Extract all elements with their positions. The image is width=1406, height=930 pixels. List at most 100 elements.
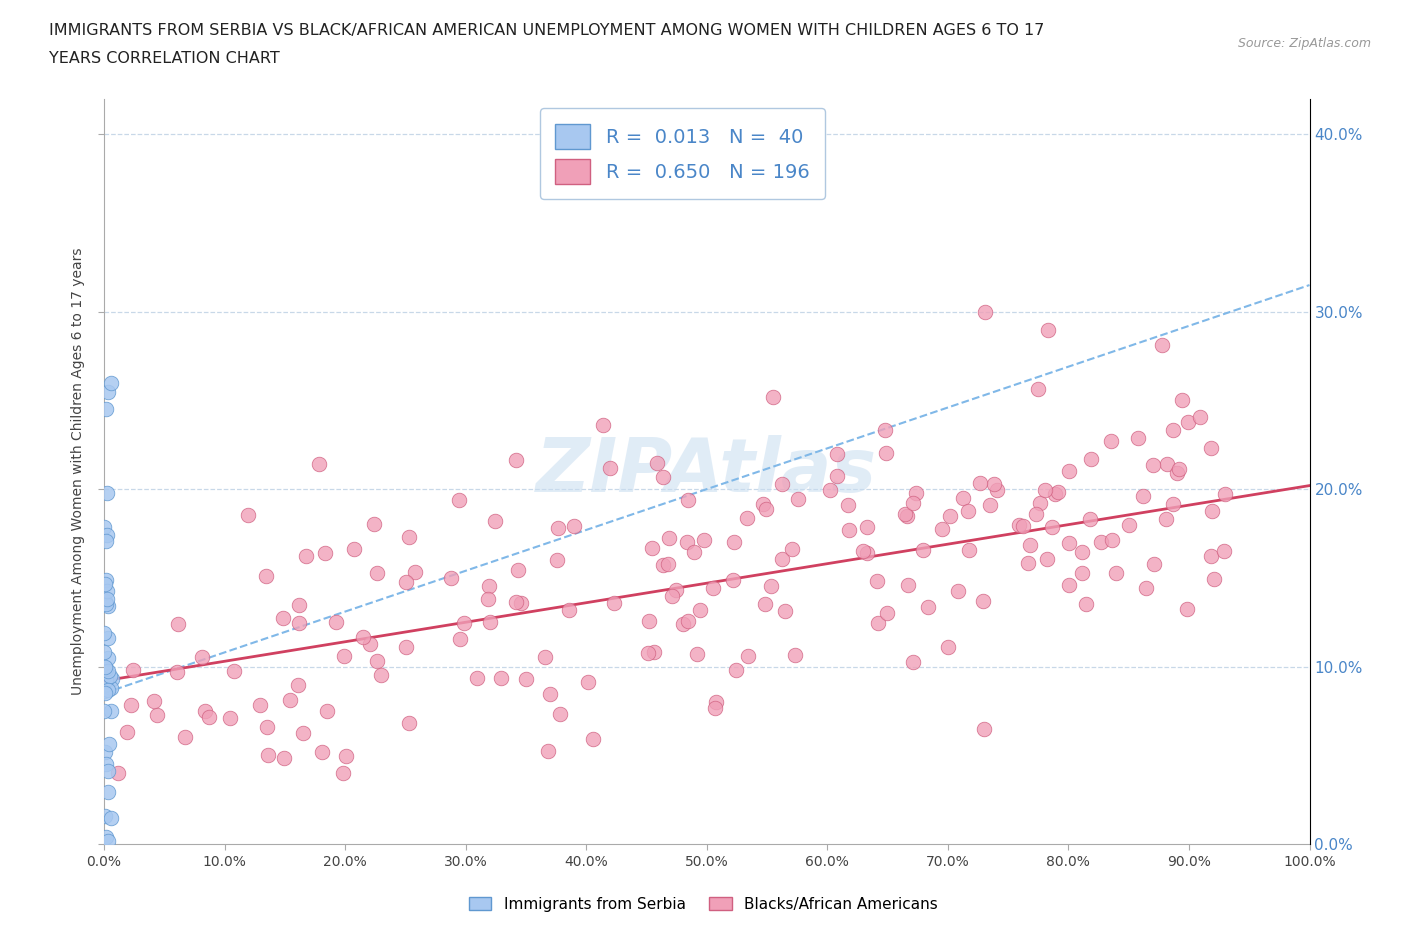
Point — [1057, 536, 1080, 551]
Point — [547, 521, 569, 536]
Point — [548, 707, 571, 722]
Point — [453, 616, 475, 631]
Point — [1057, 463, 1080, 478]
Point — [901, 655, 924, 670]
Point — [219, 711, 242, 725]
Point — [1212, 544, 1234, 559]
Point — [676, 613, 699, 628]
Point — [333, 648, 356, 663]
Point — [325, 615, 347, 630]
Point — [693, 533, 716, 548]
Point — [1029, 496, 1052, 511]
Point — [93, 684, 115, 698]
Point — [1047, 485, 1070, 499]
Point — [785, 647, 807, 662]
Point — [287, 677, 309, 692]
Point — [315, 704, 337, 719]
Point — [686, 646, 709, 661]
Point — [735, 511, 758, 525]
Point — [576, 674, 599, 689]
Point — [1078, 512, 1101, 526]
Point — [505, 595, 527, 610]
Point — [311, 745, 333, 760]
Point — [93, 644, 115, 659]
Point — [343, 542, 366, 557]
Point — [1036, 551, 1059, 566]
Point — [1017, 555, 1039, 570]
Point — [546, 552, 568, 567]
Point — [101, 671, 124, 686]
Point — [751, 497, 773, 512]
Point — [1177, 415, 1199, 430]
Text: Source: ZipAtlas.com: Source: ZipAtlas.com — [1237, 37, 1371, 50]
Point — [190, 649, 212, 664]
Point — [896, 509, 918, 524]
Point — [222, 664, 245, 679]
Point — [96, 591, 118, 606]
Point — [645, 456, 668, 471]
Point — [440, 571, 463, 586]
Point — [1167, 462, 1189, 477]
Point — [912, 543, 935, 558]
Point — [395, 640, 418, 655]
Point — [1090, 535, 1112, 550]
Point — [93, 745, 115, 760]
Point — [100, 704, 122, 719]
Point — [533, 650, 555, 665]
Point — [94, 596, 117, 611]
Point — [973, 722, 995, 737]
Point — [96, 583, 118, 598]
Point — [1142, 458, 1164, 472]
Point — [97, 737, 120, 751]
Point — [194, 704, 217, 719]
Point — [398, 716, 420, 731]
Point — [672, 617, 695, 631]
Point — [1163, 422, 1185, 437]
Point — [1204, 572, 1226, 587]
Point — [1199, 441, 1222, 456]
Point — [93, 520, 115, 535]
Point — [1018, 538, 1040, 552]
Point — [723, 535, 745, 550]
Point — [1012, 519, 1035, 534]
Point — [97, 764, 120, 778]
Point — [94, 809, 117, 824]
Point — [97, 663, 120, 678]
Point — [100, 668, 122, 683]
Point — [603, 596, 626, 611]
Point — [249, 698, 271, 712]
Point — [93, 659, 115, 674]
Point — [856, 520, 879, 535]
Point — [449, 631, 471, 646]
Point — [754, 597, 776, 612]
Point — [100, 810, 122, 825]
Point — [94, 577, 117, 591]
Point — [1118, 517, 1140, 532]
Point — [894, 507, 917, 522]
Text: YEARS CORRELATION CHART: YEARS CORRELATION CHART — [49, 51, 280, 66]
Point — [558, 603, 581, 618]
Point — [359, 636, 381, 651]
Point — [1099, 433, 1122, 448]
Point — [93, 704, 115, 719]
Point — [972, 593, 994, 608]
Point — [280, 692, 302, 707]
Point — [287, 598, 309, 613]
Point — [94, 533, 117, 548]
Point — [292, 726, 315, 741]
Point — [1080, 452, 1102, 467]
Point — [94, 402, 117, 417]
Point — [335, 749, 357, 764]
Legend: Immigrants from Serbia, Blacks/African Americans: Immigrants from Serbia, Blacks/African A… — [463, 890, 943, 918]
Point — [94, 672, 117, 687]
Point — [505, 452, 527, 467]
Point — [1166, 466, 1188, 481]
Point — [100, 681, 122, 696]
Point — [773, 604, 796, 618]
Point — [1057, 578, 1080, 592]
Point — [1156, 457, 1178, 472]
Point — [1026, 381, 1049, 396]
Point — [465, 671, 488, 685]
Point — [825, 446, 848, 461]
Point — [1150, 338, 1173, 352]
